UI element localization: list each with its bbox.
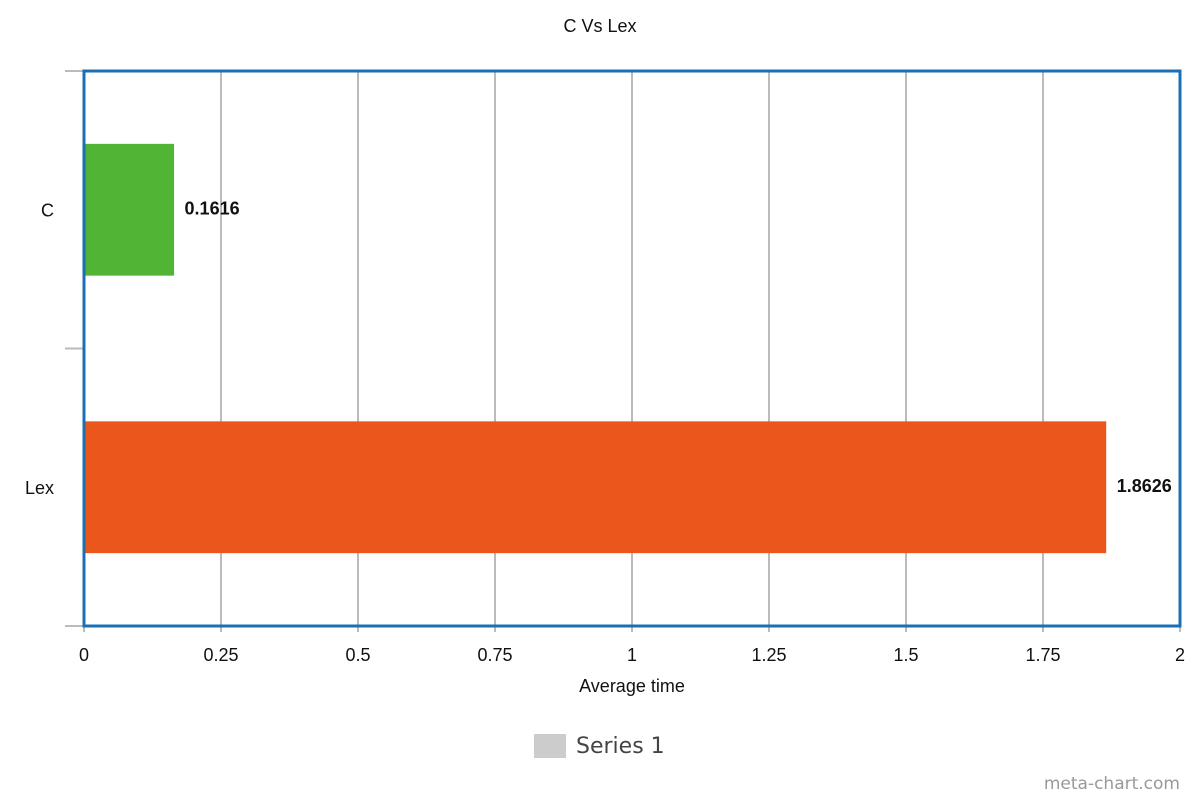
x-tick-label: 1.5 xyxy=(893,645,918,665)
x-tick-label: 0.75 xyxy=(477,645,512,665)
watermark: meta-chart.com xyxy=(1044,774,1180,794)
legend-label: Series 1 xyxy=(576,734,665,759)
x-tick-label: 1.75 xyxy=(1025,645,1060,665)
x-tick-label: 2 xyxy=(1175,645,1185,665)
x-tick-label: 1.25 xyxy=(751,645,786,665)
x-tick-label: 0.5 xyxy=(345,645,370,665)
value-label: 1.8626 xyxy=(1117,476,1172,496)
y-tick-label: C xyxy=(41,201,54,221)
plot-frame xyxy=(82,69,1182,628)
x-axis-label: Average time xyxy=(579,676,685,696)
bar xyxy=(85,421,1107,554)
chart-title: C Vs Lex xyxy=(563,16,636,36)
y-tick-label: Lex xyxy=(25,478,54,498)
x-tick-label: 0.25 xyxy=(203,645,238,665)
bar xyxy=(85,143,175,276)
x-tick-label: 1 xyxy=(627,645,637,665)
x-tick-label: 0 xyxy=(79,645,89,665)
legend-swatch xyxy=(534,734,566,758)
value-label: 0.1616 xyxy=(185,199,240,219)
